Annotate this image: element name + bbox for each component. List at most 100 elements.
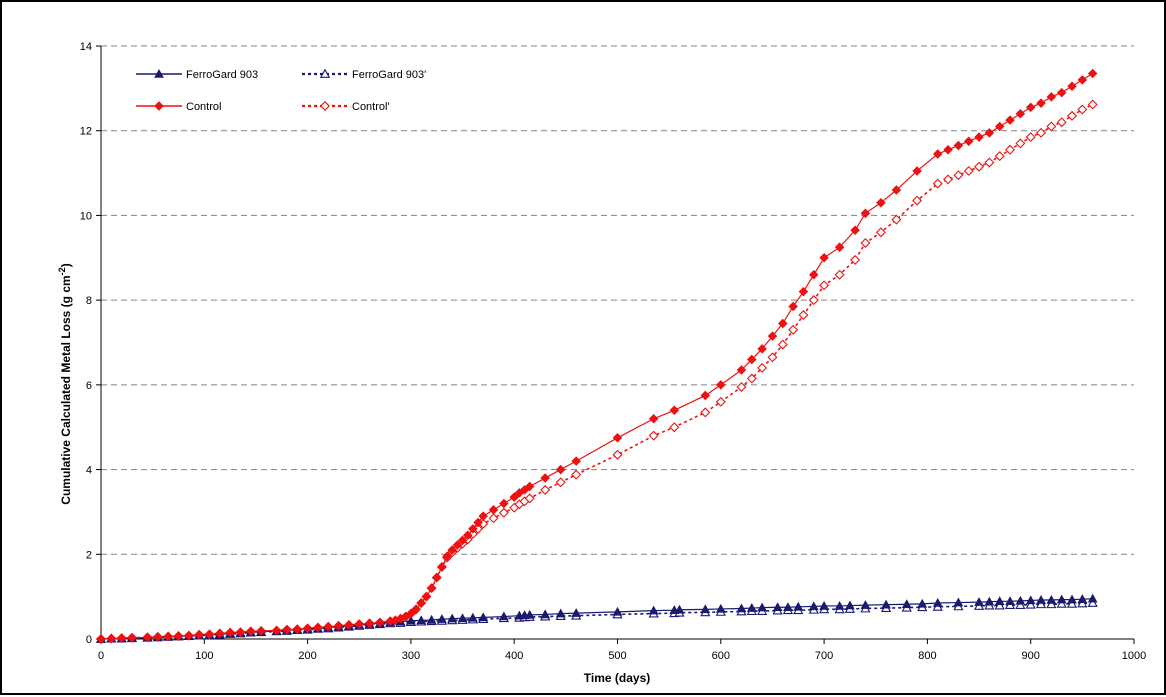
x-tick-label-5: 500 (608, 650, 626, 662)
point-ferrogard-903-72 (1036, 595, 1046, 604)
point-control-14 (246, 626, 256, 637)
point-control-prime-70 (850, 254, 861, 265)
point-control-6 (163, 631, 173, 642)
point-control-12 (225, 627, 235, 638)
point-control-prime-88 (1067, 110, 1077, 121)
x-tick-label-8: 800 (918, 650, 936, 662)
point-ferrogard-903-74 (1056, 594, 1067, 604)
point-control-prime-64 (777, 339, 788, 350)
point-control-83 (1015, 109, 1026, 119)
point-ferrogard-903-68 (994, 596, 1005, 606)
point-control-53 (555, 464, 566, 475)
point-ferrogard-903-prime-72 (1035, 598, 1047, 609)
point-control-88 (1067, 81, 1077, 92)
point-control-prime-60 (736, 381, 747, 392)
point-control-54 (571, 456, 581, 466)
point-ferrogard-903-60 (860, 600, 871, 609)
point-control-68 (819, 253, 829, 263)
x-tick-label-1: 100 (195, 650, 213, 662)
point-control-5 (153, 632, 163, 642)
x-tick-label-6: 600 (712, 650, 730, 662)
legend-item-ferrogard-903-prime: FerroGard 903' (302, 68, 426, 81)
point-control-33 (416, 598, 426, 608)
series-control (96, 68, 1098, 644)
point-control-57 (669, 405, 680, 416)
point-control-prime-58 (700, 407, 711, 418)
point-control-84 (1025, 102, 1036, 113)
point-control-16 (271, 625, 282, 636)
point-control-31 (406, 608, 416, 619)
point-control-prime-46 (488, 513, 499, 524)
point-control-77 (953, 140, 964, 151)
point-control-2 (116, 633, 127, 643)
point-control-46 (488, 505, 499, 515)
point-control-51 (524, 481, 535, 492)
point-control-70 (850, 225, 860, 236)
point-control-22 (333, 621, 344, 631)
legend-marker-control (154, 101, 164, 111)
point-ferrogard-903-71 (1025, 595, 1036, 605)
y-tick-label-3: 6 (86, 380, 92, 392)
point-control-prime-57 (669, 422, 680, 433)
point-control-65 (788, 301, 798, 312)
point-ferrogard-903-47 (674, 604, 685, 614)
point-ferrogard-903-prime-77 (1087, 597, 1098, 607)
point-control-3 (127, 632, 137, 643)
point-control-prime-54 (571, 469, 582, 480)
point-control-prime-77 (953, 170, 964, 181)
point-control-63 (767, 331, 778, 341)
point-control-76 (943, 145, 953, 155)
point-ferrogard-903-45 (648, 605, 659, 615)
point-ferrogard-903-prime-68 (994, 600, 1005, 610)
point-ferrogard-903-61 (881, 599, 891, 609)
point-control-4 (142, 632, 153, 643)
point-ferrogard-903-70 (1015, 595, 1026, 605)
point-ferrogard-903-33 (447, 613, 458, 623)
point-control-prime-84 (1025, 132, 1036, 143)
point-control-13 (235, 627, 246, 637)
point-control-prime-81 (994, 151, 1005, 162)
point-ferrogard-903-49 (715, 603, 726, 613)
point-control-34 (421, 591, 432, 602)
y-tick-label-6: 12 (80, 126, 92, 138)
point-ferrogard-903-58 (834, 600, 845, 610)
x-tick-label-10: 1000 (1122, 650, 1146, 662)
point-ferrogard-903-prime-75 (1066, 598, 1078, 608)
point-ferrogard-903-56 (808, 601, 819, 611)
point-control-prime-63 (767, 352, 778, 363)
point-ferrogard-903-66 (974, 597, 984, 606)
point-control-prime-52 (540, 484, 551, 495)
point-control-36 (431, 572, 442, 583)
point-control-prime-56 (648, 430, 659, 441)
point-control-prime-69 (834, 269, 845, 280)
legend-item-ferrogard-903: FerroGard 903 (136, 68, 258, 81)
axes: 0 2 4 6 8 10 12 14 0 100 200 300 400 500 600 700 800 900 1… (80, 41, 1146, 662)
point-ferrogard-903-63 (917, 598, 928, 608)
point-control-58 (700, 390, 711, 401)
x-tick-label-3: 300 (402, 650, 420, 662)
point-control-prime-71 (860, 237, 871, 248)
point-control-52 (540, 473, 550, 483)
legend-marker-control-prime (320, 101, 330, 111)
point-control-prime-85 (1036, 127, 1047, 138)
point-control-prime-59 (715, 396, 726, 407)
point-ferrogard-903-34 (457, 613, 468, 623)
point-ferrogard-903-36 (478, 612, 489, 622)
point-control-55 (612, 433, 623, 443)
point-control-prime-89 (1077, 104, 1088, 115)
point-control-prime-47 (498, 507, 509, 518)
legend-marker-ferrogard-903 (154, 68, 164, 78)
point-control-71 (860, 208, 871, 219)
point-control-20 (313, 622, 323, 633)
point-control-62 (757, 344, 767, 354)
x-tick-label-0: 0 (98, 650, 104, 662)
y-axis-title-main: Cumulative Calculated Metal Loss (g cm (59, 275, 73, 504)
point-control-prime-72 (875, 227, 886, 238)
point-control-64 (778, 318, 788, 329)
point-control-45 (478, 511, 488, 521)
point-ferrogard-903-30 (416, 615, 427, 625)
point-ferrogard-903-73 (1046, 595, 1057, 604)
y-tick-label-2: 4 (86, 465, 92, 477)
legend: FerroGard 903 FerroGard 903' Control Contro… (136, 68, 426, 113)
point-control-39 (447, 545, 457, 555)
